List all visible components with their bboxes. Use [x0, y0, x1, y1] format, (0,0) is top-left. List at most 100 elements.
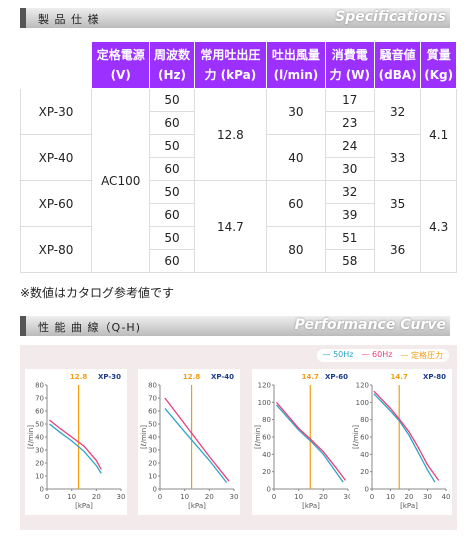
series-line	[373, 393, 436, 483]
cell: 51	[324, 226, 375, 250]
cell: 32	[324, 180, 375, 204]
y-tick-label: 100	[356, 399, 369, 407]
cell: 14.7	[193, 180, 268, 273]
legend-entry: — 50Hz	[322, 350, 354, 359]
y-axis-label: [ℓ/min]	[27, 425, 35, 449]
x-tick-label: 30	[117, 493, 126, 501]
section-header: 性 能 曲 線（Q-H) Performance Curve	[20, 316, 450, 336]
y-tick-label: 120	[258, 382, 271, 390]
series-line	[275, 401, 347, 481]
y-tick-label: 60	[148, 408, 157, 416]
header-cell: 質量 (Kg)	[420, 41, 457, 89]
cell: 35	[373, 180, 422, 227]
h: 力 (kPa)	[204, 68, 257, 82]
h: 質量	[426, 48, 451, 62]
cell: XP-80	[20, 226, 92, 273]
y-tick-label: 80	[35, 382, 44, 390]
chart: 0 10 20 30 40 50 60 70 80 0 10 20 30 [kPa] [ℓ/min] 12.8…	[138, 369, 240, 515]
chart-panel: — 50Hz — 60Hz — 定格圧力 0 10 20 30 40 50 60 70 80 0 1…	[20, 345, 457, 530]
cell: 17	[324, 88, 375, 112]
x-axis-label: [kPa]	[188, 502, 206, 510]
cell: 33	[373, 134, 422, 181]
legend-label: 60Hz	[372, 350, 393, 359]
series-line	[49, 419, 102, 470]
chart-title: XP-30	[98, 373, 121, 381]
y-tick-label: 0	[40, 486, 44, 494]
legend: — 50Hz — 60Hz — 定格圧力	[316, 349, 449, 362]
x-tick-label: 20	[405, 493, 414, 501]
h: 周波数	[153, 48, 190, 62]
x-tick-label: 0	[370, 493, 374, 501]
header-cell: 周波数 (Hz)	[149, 41, 195, 89]
y-tick-label: 100	[258, 399, 271, 407]
x-tick-label: 20	[319, 493, 328, 501]
x-tick-label: 30	[230, 493, 239, 501]
cell: 24	[324, 134, 375, 158]
y-tick-label: 30	[35, 447, 44, 455]
legend-label: 定格圧力	[411, 351, 443, 360]
row: XP-30 AC100 50 12.8 30 17 32 4.1	[20, 88, 457, 273]
series-line	[275, 404, 344, 483]
table-body: XP-30 AC100 50 12.8 30 17 32 4.1 60 23 XP-40 50 40 24…	[20, 88, 457, 273]
section-header: 製 品 仕 様 Specifications	[20, 8, 450, 28]
x-tick-label: 20	[92, 493, 101, 501]
cell: 58	[324, 249, 375, 273]
legend-entry: — 60Hz	[361, 350, 393, 359]
y-tick-label: 0	[267, 486, 271, 494]
series-line	[373, 390, 440, 481]
row: XP-80 50 80 51 36	[20, 226, 457, 273]
spec-table: 定格電源 (V) 周波数 (Hz) 常用吐出圧力 (kPa) 吐出風量 (l/min)…	[20, 41, 457, 273]
row: XP-40 50 40 24 33	[20, 134, 457, 181]
cell: XP-60	[20, 180, 92, 227]
header-cell: 騒音値 (dBA)	[373, 41, 422, 89]
h: (dBA)	[378, 68, 417, 82]
header-cell: 消費電力 (W)	[324, 41, 375, 89]
h: 力 (W)	[329, 68, 370, 82]
y-tick-label: 50	[148, 421, 157, 429]
section-subtitle: Specifications	[335, 9, 446, 25]
cell: 36	[373, 226, 422, 273]
x-axis-label: [kPa]	[400, 502, 418, 510]
y-tick-label: 10	[35, 473, 44, 481]
legend-label: 50Hz	[333, 350, 354, 359]
y-tick-label: 40	[360, 451, 369, 459]
x-axis-label: [kPa]	[302, 502, 320, 510]
y-tick-label: 80	[360, 416, 369, 424]
x-tick-label: 30	[344, 493, 353, 501]
row: 60 23	[21, 111, 457, 135]
chart: 0 20 40 60 80 100 120 0 10 20 30 40 [kPa] [ℓ/min] 14.7…	[350, 369, 452, 515]
header-cell: 常用吐出圧力 (kPa)	[193, 41, 268, 89]
cell: 23	[324, 111, 375, 135]
x-tick-label: 10	[294, 493, 303, 501]
y-tick-label: 80	[148, 382, 157, 390]
chart: 0 20 40 60 80 100 120 0 10 20 30 [kPa] [ℓ/min] 14.7 XP…	[252, 369, 354, 515]
cell: 60	[149, 157, 195, 181]
y-tick-label: 60	[262, 434, 271, 442]
series-line	[164, 407, 228, 483]
section-title: 性 能 曲 線（Q-H)	[38, 321, 141, 334]
cell: 12.8	[193, 88, 268, 181]
note: ※数値はカタログ参考値です	[20, 286, 175, 300]
y-tick-label: 40	[148, 434, 157, 442]
h: 常用吐出圧	[200, 48, 261, 62]
x-tick-label: 10	[386, 493, 395, 501]
y-tick-label: 50	[35, 421, 44, 429]
cell: XP-40	[20, 134, 92, 181]
row: 60 30	[21, 157, 457, 181]
cell: 60	[266, 180, 326, 227]
cell: 60	[149, 249, 195, 273]
y-tick-label: 60	[35, 408, 44, 416]
y-tick-label: 70	[148, 395, 157, 403]
cell: 4.1	[420, 88, 457, 181]
cell: XP-30	[20, 88, 92, 135]
y-tick-label: 70	[35, 395, 44, 403]
cell: 4.3	[420, 180, 457, 273]
header-cell: 吐出風量 (l/min)	[266, 41, 326, 89]
y-axis-label: [ℓ/min]	[140, 425, 148, 449]
y-tick-label: 20	[360, 468, 369, 476]
h: 騒音値	[379, 48, 416, 62]
cell: 50	[149, 180, 195, 204]
y-tick-label: 0	[153, 486, 157, 494]
y-axis-label: [ℓ/min]	[352, 425, 360, 449]
